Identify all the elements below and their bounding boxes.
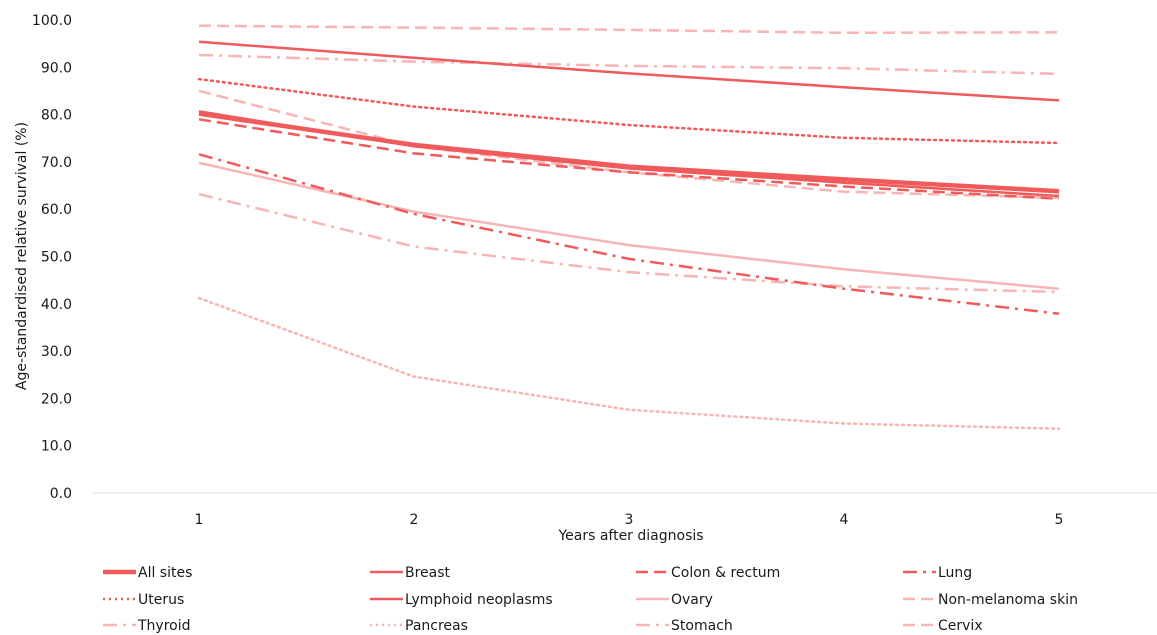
legend-item-cervix: Cervix: [903, 618, 983, 634]
y-tick-label: 100.0: [32, 13, 72, 29]
legend-label: Breast: [405, 565, 451, 581]
legend-label: Colon & rectum: [671, 565, 780, 581]
series-line-uterus: [197, 77, 1061, 145]
legend-item-ovary: Ovary: [636, 592, 713, 608]
x-tick-label: 1: [195, 512, 204, 528]
series-line-pancreas: [197, 296, 1061, 430]
legend-item-colon-and-rectum: Colon & rectum: [636, 565, 780, 581]
y-tick-label: 20.0: [41, 391, 72, 407]
y-tick-label: 80.0: [41, 108, 72, 124]
series-lines: [197, 24, 1061, 430]
x-tick-label: 5: [1055, 512, 1064, 528]
legend-item-stomach: Stomach: [636, 618, 733, 634]
legend-label: Uterus: [138, 592, 184, 608]
legend-item-pancreas: Pancreas: [370, 618, 468, 634]
series-line-lymphoid-neoplasms: [198, 110, 1060, 198]
legend-label: Pancreas: [405, 618, 468, 634]
x-tick-label: 3: [625, 512, 634, 528]
x-axis: 1 2 3 4 5: [92, 492, 1157, 528]
y-tick-label: 30.0: [41, 344, 72, 360]
y-tick-label: 40.0: [41, 297, 72, 313]
series-line-non-melanoma-skin: [198, 89, 1060, 200]
legend-label: Stomach: [671, 618, 733, 634]
legend-item-breast: Breast: [370, 565, 451, 581]
y-tick-label: 10.0: [41, 439, 72, 455]
legend-item-non-melanoma-skin: Non-melanoma skin: [903, 592, 1078, 608]
legend-label: Cervix: [938, 618, 983, 634]
legend-label: Thyroid: [137, 618, 191, 634]
y-tick-label: 60.0: [41, 202, 72, 218]
y-axis: 0.0 10.0 20.0 30.0 40.0 50.0 60.0 70.0 80.0 90.0 1…: [32, 13, 72, 502]
series-line-colon-and-rectum: [198, 118, 1060, 201]
legend-label: All sites: [138, 565, 192, 581]
legend-item-uterus: Uterus: [103, 592, 184, 608]
y-tick-label: 0.0: [50, 486, 72, 502]
x-axis-title: Years after diagnosis: [557, 528, 703, 544]
legend-item-thyroid: Thyroid: [103, 618, 191, 634]
y-tick-label: 50.0: [41, 250, 72, 266]
y-tick-label: 90.0: [41, 60, 72, 76]
series-line-cervix: [198, 24, 1060, 35]
legend-label: Non-melanoma skin: [938, 592, 1078, 608]
x-tick-label: 2: [410, 512, 419, 528]
legend: All sites Breast Colon & rectum Lung Uterus L…: [103, 565, 1078, 634]
series-line-lung: [198, 153, 1060, 315]
legend-item-lung: Lung: [903, 565, 972, 581]
legend-label: Ovary: [671, 592, 713, 608]
legend-item-all-sites: All sites: [103, 565, 192, 581]
legend-item-lymphoid-neoplasms: Lymphoid neoplasms: [370, 592, 553, 608]
legend-label: Lymphoid neoplasms: [405, 592, 553, 608]
y-tick-label: 70.0: [41, 155, 72, 171]
legend-label: Lung: [938, 565, 972, 581]
x-tick-label: 4: [840, 512, 849, 528]
series-line-thyroid: [198, 192, 1060, 294]
series-line-breast: [198, 40, 1060, 102]
y-axis-title: Age-standardised relative survival (%): [14, 122, 30, 390]
series-line-stomach: [198, 53, 1060, 76]
series-line-ovary: [198, 161, 1060, 290]
